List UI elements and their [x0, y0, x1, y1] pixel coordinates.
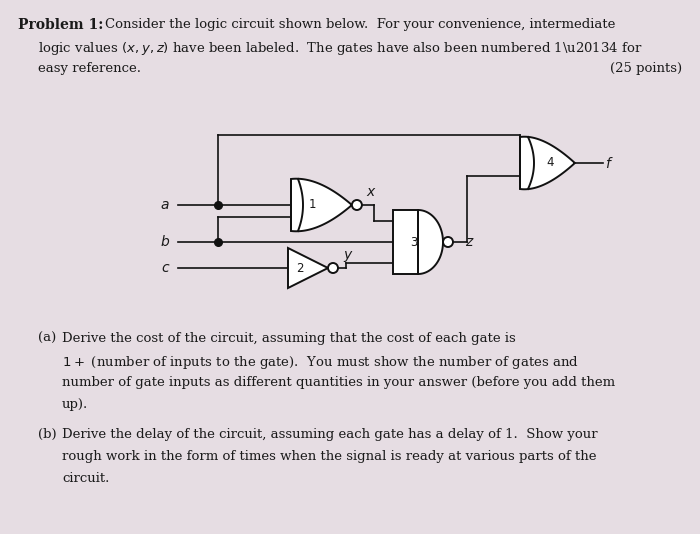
- Text: (25 points): (25 points): [610, 62, 682, 75]
- Polygon shape: [520, 137, 575, 189]
- Text: logic values $(x, y, z)$ have been labeled.  The gates have also been numbered 1: logic values $(x, y, z)$ have been label…: [38, 40, 643, 57]
- Text: $z$: $z$: [465, 235, 475, 249]
- Circle shape: [328, 263, 338, 273]
- Text: 1: 1: [308, 199, 316, 211]
- Text: (b): (b): [38, 428, 57, 441]
- Text: $x$: $x$: [366, 185, 377, 199]
- Text: 2: 2: [296, 262, 304, 274]
- Circle shape: [443, 237, 453, 247]
- Text: $c$: $c$: [160, 261, 170, 275]
- Text: easy reference.: easy reference.: [38, 62, 141, 75]
- Text: number of gate inputs as different quantities in your answer (before you add the: number of gate inputs as different quant…: [62, 376, 615, 389]
- Text: $1+$ (number of inputs to the gate).  You must show the number of gates and: $1+$ (number of inputs to the gate). You…: [62, 354, 579, 371]
- Text: circuit.: circuit.: [62, 472, 109, 485]
- Text: Consider the logic circuit shown below.  For your convenience, intermediate: Consider the logic circuit shown below. …: [105, 18, 615, 31]
- Circle shape: [352, 200, 362, 210]
- Text: up).: up).: [62, 398, 88, 411]
- Text: Derive the cost of the circuit, assuming that the cost of each gate is: Derive the cost of the circuit, assuming…: [62, 332, 516, 345]
- Text: (a): (a): [38, 332, 56, 345]
- Text: 4: 4: [546, 156, 554, 169]
- Text: $b$: $b$: [160, 234, 170, 249]
- Polygon shape: [288, 248, 328, 288]
- Text: Derive the delay of the circuit, assuming each gate has a delay of 1.  Show your: Derive the delay of the circuit, assumin…: [62, 428, 598, 441]
- Text: $f$: $f$: [605, 155, 613, 170]
- Text: $y$: $y$: [343, 248, 354, 263]
- Polygon shape: [393, 210, 443, 274]
- Text: 3: 3: [410, 235, 418, 248]
- Text: Problem 1:: Problem 1:: [18, 18, 104, 32]
- Polygon shape: [291, 179, 352, 231]
- Text: $a$: $a$: [160, 198, 170, 212]
- Text: rough work in the form of times when the signal is ready at various parts of the: rough work in the form of times when the…: [62, 450, 596, 463]
